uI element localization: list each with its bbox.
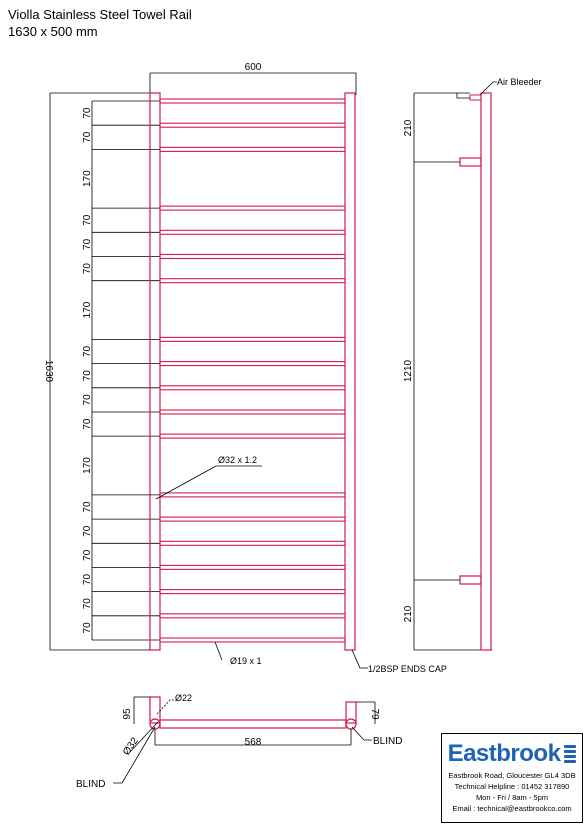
- rail-bar: [159, 98, 346, 104]
- rail-bar: [159, 613, 346, 619]
- plan-view: 95 79 Ø22 568 Ø32 BLIND BLIND: [76, 693, 402, 790]
- end-cap-label: 1/2BSP ENDS CAP: [368, 664, 447, 674]
- blind-left-label: BLIND: [76, 779, 105, 790]
- rail-bar: [159, 146, 346, 152]
- drawing-title: Violla Stainless Steel Towel Rail 1630 x…: [8, 6, 192, 40]
- rail-bar: [159, 409, 346, 415]
- bottom-offset-label: 210: [403, 605, 414, 622]
- right-depth-label: 79: [369, 708, 380, 720]
- left-upright: [149, 92, 161, 651]
- company-helpline: Technical Helpline : 01452 317890: [454, 782, 570, 791]
- spacing-label: 70: [82, 238, 93, 250]
- spacing-label: 70: [82, 525, 93, 537]
- top-offset-label: 210: [403, 119, 414, 136]
- blind-right-label: BLIND: [373, 736, 402, 747]
- bar-diameter-label: Ø19 x 1: [230, 656, 262, 666]
- plan-left-leg: [149, 696, 161, 724]
- product-name: Violla Stainless Steel Towel Rail: [8, 7, 192, 22]
- company-logo: Eastbrook: [442, 740, 582, 768]
- product-size: 1630 x 500 mm: [8, 24, 98, 39]
- plan-right-upright: [345, 718, 357, 730]
- spacing-label: 70: [82, 549, 93, 561]
- rail-bar: [159, 385, 346, 391]
- spacing-label: 70: [82, 214, 93, 226]
- blind-left-leader: [113, 726, 156, 784]
- spacing-label: 170: [82, 457, 93, 474]
- spacing-label: 70: [82, 574, 93, 586]
- spacing-label: 70: [82, 501, 93, 513]
- plan-bar: [159, 719, 347, 729]
- company-info-box: Eastbrook Eastbrook Road, Gloucester GL4…: [441, 733, 583, 823]
- centres-label: 1210: [403, 359, 414, 382]
- upright-diameter-leader: [129, 721, 159, 753]
- plan-width-label: 568: [245, 737, 262, 748]
- company-address: Eastbrook Road, Gloucester GL4 3DB: [448, 771, 576, 780]
- rail-bar: [159, 492, 346, 498]
- spacing-label: 70: [82, 263, 93, 275]
- end-cap-leader: [351, 649, 368, 669]
- spacing-label: 170: [82, 170, 93, 187]
- upright-leader: [155, 465, 217, 500]
- side-view: Air Bleeder 210 1210 210: [403, 77, 542, 651]
- upper-wall-bracket: [459, 157, 482, 167]
- rail-bar: [159, 516, 346, 522]
- rail-bar: [159, 122, 346, 128]
- company-email: Email : technical@eastbrookco.com: [452, 804, 572, 813]
- inlet-leader: [156, 699, 176, 715]
- spacing-label: 70: [82, 622, 93, 634]
- rail-bar: [159, 540, 346, 546]
- plan-upright-diameter-label: Ø32: [121, 735, 141, 757]
- spacing-label: 70: [82, 107, 93, 119]
- right-upright: [344, 92, 356, 651]
- spacing-label: 70: [82, 131, 93, 143]
- company-name: Eastbrook: [447, 740, 561, 767]
- spacing-label: 70: [82, 418, 93, 430]
- spacing-ticks: [92, 100, 160, 641]
- blind-right-leader: [351, 726, 372, 741]
- company-contact: Eastbrook Road, Gloucester GL4 3DB Techn…: [442, 770, 582, 814]
- rail-bar: [159, 564, 346, 570]
- plan-right-leg: [345, 701, 357, 724]
- rail-bar: [159, 278, 346, 284]
- upright-diameter-label: Ø32 x 1.2: [218, 455, 257, 465]
- spacing-label: 170: [82, 301, 93, 318]
- overall-width-label: 600: [245, 62, 262, 73]
- air-bleeder: [469, 94, 482, 101]
- rail-bar: [159, 433, 346, 439]
- air-bleeder-label: Air Bleeder: [497, 77, 542, 87]
- rail-bar: [159, 253, 346, 260]
- left-depth-label: 95: [122, 708, 133, 720]
- company-hours: Mon - Fri / 8am - 5pm: [475, 793, 549, 802]
- eastbrook-wave-icon: [564, 745, 577, 763]
- rail-bar: [159, 361, 346, 367]
- rail-bar: [159, 589, 346, 595]
- lower-wall-bracket: [459, 575, 482, 585]
- inlet-diameter-label: Ø22: [175, 693, 192, 703]
- spacing-label: 70: [82, 598, 93, 610]
- spacing-label: 70: [82, 346, 93, 358]
- spacing-labels: 70 70 170 70 70 70 170 70 70 70 70 170 70 70 70 70 70 70: [82, 107, 93, 633]
- rail-bar: [159, 336, 346, 342]
- spacing-label: 70: [82, 370, 93, 382]
- side-upright: [480, 92, 492, 651]
- rail-bar: [159, 637, 346, 643]
- front-view: 600 1630 7070170707070170707070701707070…: [43, 62, 447, 674]
- bar-leader: [214, 641, 223, 661]
- overall-height-label: 1630: [43, 360, 54, 383]
- air-bleeder-leader: [479, 81, 497, 96]
- bleeder-outline: [456, 93, 470, 99]
- rail-bars: [159, 98, 346, 643]
- rail-bar: [159, 229, 346, 235]
- rail-bar: [159, 205, 346, 211]
- spacing-label: 70: [82, 394, 93, 406]
